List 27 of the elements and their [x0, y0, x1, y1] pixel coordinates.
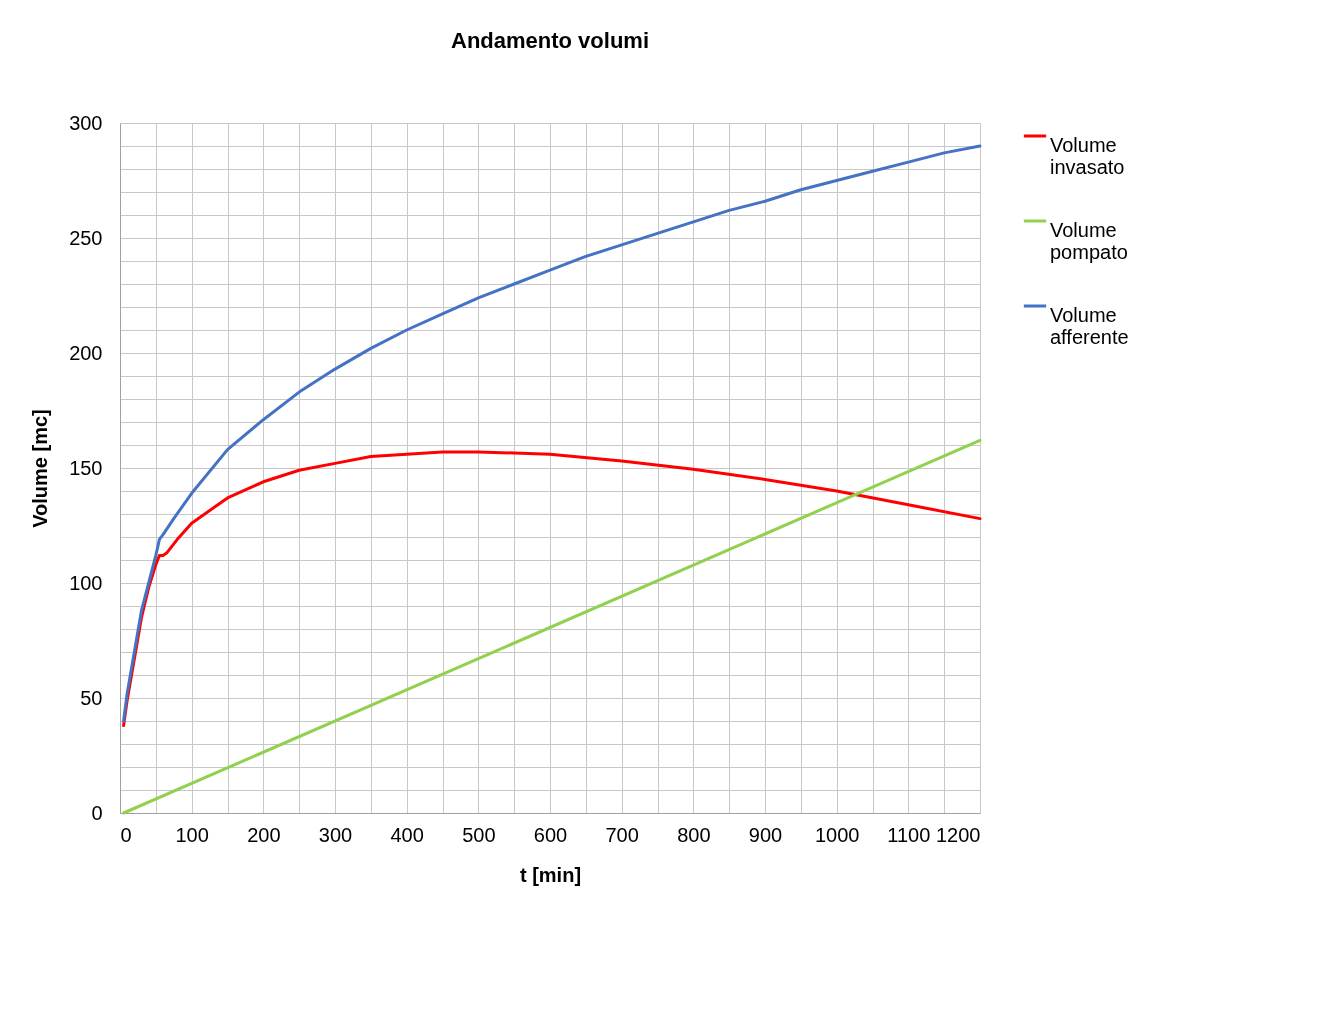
y-axis-title: Volume [mc] — [29, 409, 52, 528]
x-tick-label: 700 — [605, 823, 639, 846]
x-tick-label: 1200 — [936, 823, 981, 846]
x-tick-label: 300 — [318, 823, 353, 846]
x-tick-label: 0 — [120, 823, 132, 846]
x-tick-label: 800 — [677, 823, 711, 846]
x-tick-label: 900 — [748, 823, 783, 846]
x-tick-label: 600 — [533, 823, 568, 846]
legend-label: Volume pompato — [1050, 219, 1128, 263]
legend-label: Volume afferente — [1050, 304, 1129, 348]
x-tick-label: 1100 — [887, 823, 931, 846]
y-tick-label: 150 — [69, 456, 103, 479]
x-tick-label: 1000 — [814, 823, 860, 846]
x-tick-label: 500 — [462, 823, 496, 846]
x-tick-label: 100 — [175, 823, 209, 846]
y-tick-label: 300 — [69, 111, 103, 134]
line-series — [122, 144, 982, 723]
y-tick-label: 50 — [80, 686, 103, 709]
y-tick-label: 0 — [91, 801, 103, 824]
legend-label: Volume invasato — [1050, 134, 1125, 178]
y-tick-label: 250 — [69, 226, 103, 249]
y-tick-label: 100 — [69, 571, 103, 594]
x-tick-label: 200 — [247, 823, 281, 846]
y-tick-label: 200 — [69, 341, 103, 364]
x-axis-title: t [min] — [519, 863, 582, 886]
chart-title: Andamento volumi — [450, 28, 650, 53]
x-tick-label: 400 — [390, 823, 424, 846]
